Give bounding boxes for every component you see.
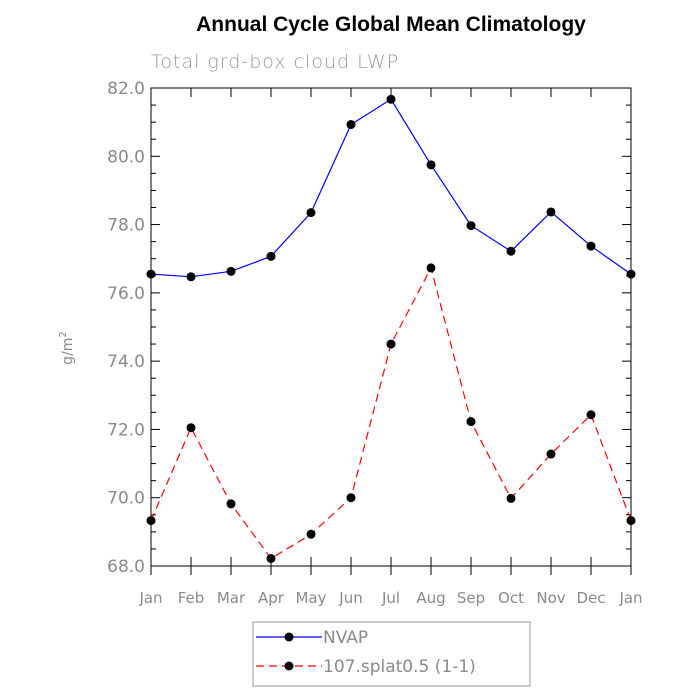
series-1-point xyxy=(306,529,316,539)
y-tick-label: 74.0 xyxy=(107,352,145,372)
series-0-point xyxy=(186,272,196,282)
y-tick-label: 82.0 xyxy=(107,79,145,99)
series-1-point xyxy=(626,516,636,526)
legend: NVAP 107.splat0.5 (1-1) xyxy=(252,621,531,687)
x-tick-label: Feb xyxy=(178,589,205,607)
series-0-point xyxy=(226,266,236,276)
x-tick-label: Mar xyxy=(217,589,246,607)
x-tick-label: Dec xyxy=(576,589,605,607)
series-1-point xyxy=(346,493,356,503)
series-1-point xyxy=(386,339,396,349)
series-0-point xyxy=(346,120,356,130)
y-axis-label: g/m2 xyxy=(58,331,76,365)
y-tick-label: 78.0 xyxy=(107,216,145,236)
legend-marker-nvap xyxy=(284,632,294,642)
chart-subtitle: Total grd-box cloud LWP xyxy=(151,51,399,73)
x-tick-label: Jul xyxy=(381,589,400,607)
series-1-point xyxy=(146,516,156,526)
x-tick-label: Jan xyxy=(618,589,642,607)
legend-label-nvap: NVAP xyxy=(323,628,368,648)
x-tick-label: Aug xyxy=(416,589,445,607)
x-tick-label: Nov xyxy=(536,589,565,607)
x-tick-label: Oct xyxy=(498,589,524,607)
x-tick-label: Jan xyxy=(138,589,162,607)
y-tick-label: 80.0 xyxy=(107,147,145,167)
legend-marker-splat xyxy=(284,661,294,671)
y-tick-label: 68.0 xyxy=(107,557,145,577)
y-tick-label: 76.0 xyxy=(107,284,145,304)
series-0-point xyxy=(306,208,316,218)
y-axis-label-unit: g/m xyxy=(60,338,76,365)
series-0-point xyxy=(466,221,476,231)
series-0-point xyxy=(146,269,156,279)
legend-box xyxy=(252,621,531,687)
series-1-point xyxy=(226,499,236,509)
x-tick-label: Jun xyxy=(338,589,362,607)
series-0-point xyxy=(546,207,556,217)
y-axis: 68.0 70.0 72.0 74.0 76.0 78.0 80.0 82.0 xyxy=(107,79,631,577)
series-0-point xyxy=(626,269,636,279)
y-axis-label-superscript: 2 xyxy=(58,331,69,337)
y-tick-label: 72.0 xyxy=(107,420,145,440)
series-1-point xyxy=(506,493,516,503)
series-0-point xyxy=(266,251,276,261)
series-1-point xyxy=(466,417,476,427)
x-tick-label: May xyxy=(295,589,326,607)
series-layer xyxy=(146,94,636,563)
series-1-point xyxy=(266,553,276,563)
series-1-point xyxy=(186,423,196,433)
series-line-1 xyxy=(150,266,632,560)
series-0-point xyxy=(586,241,596,251)
x-axis: Jan Feb Mar Apr May Jun Jul Aug Sep Oct Nov Dec Jan xyxy=(138,88,643,607)
plot-border xyxy=(150,87,632,567)
series-0-point xyxy=(386,94,396,104)
y-tick-label: 70.0 xyxy=(107,489,145,509)
x-tick-label: Apr xyxy=(258,589,285,607)
series-line-0 xyxy=(150,98,632,278)
legend-label-splat: 107.splat0.5 (1-1) xyxy=(323,657,476,677)
series-1-point xyxy=(546,449,556,459)
series-0-point xyxy=(426,160,436,170)
x-tick-label: Sep xyxy=(457,589,485,607)
chart-title: Annual Cycle Global Mean Climatology xyxy=(196,13,586,36)
series-1-point xyxy=(426,263,436,273)
plot-frame xyxy=(150,87,632,567)
series-1-point xyxy=(586,410,596,420)
series-0-point xyxy=(506,246,516,256)
